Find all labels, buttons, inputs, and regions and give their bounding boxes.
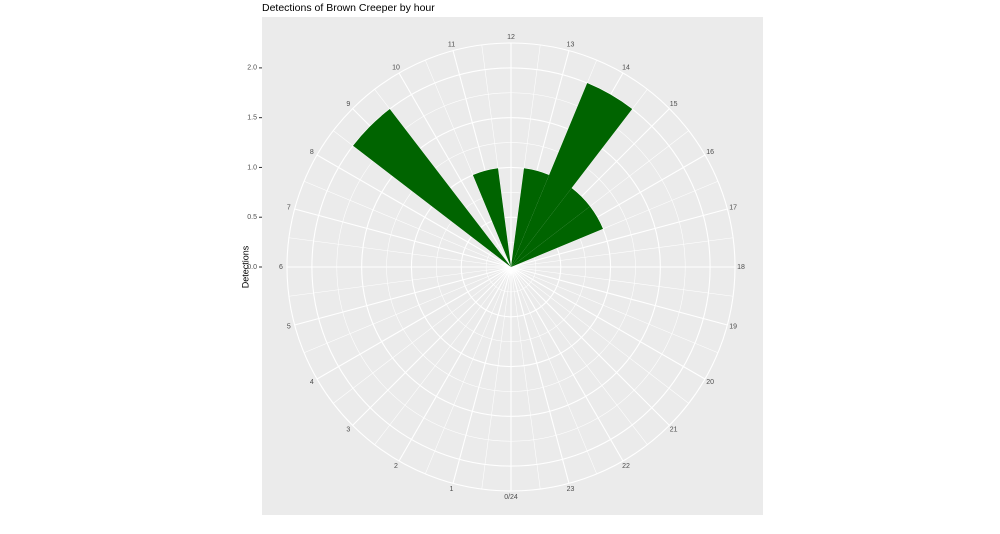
- radial-minor-gridline: [510, 181, 719, 268]
- radial-gridline: [510, 266, 570, 484]
- radial-minor-gridline: [510, 266, 597, 475]
- hour-label: 2: [394, 463, 398, 470]
- hour-label: 4: [310, 379, 314, 386]
- radial-minor-gridline: [333, 266, 512, 404]
- hour-label: 19: [729, 323, 737, 330]
- hour-label: 11: [448, 42, 455, 49]
- radial-gridline: [398, 266, 512, 462]
- circular-gridline: [460, 216, 562, 318]
- radial-gridline: [510, 266, 624, 462]
- bar-hour-15: [511, 188, 590, 267]
- hour-label: 17: [729, 204, 737, 211]
- hour-label: 5: [287, 323, 291, 330]
- hour-label: 15: [670, 101, 678, 108]
- radial-minor-gridline: [510, 266, 734, 297]
- radial-minor-gridline: [510, 237, 734, 268]
- hour-label: 0/24: [504, 494, 518, 501]
- radial-gridline: [510, 266, 706, 380]
- hour-labels: 0/24123456789101112131415161718192021222…: [279, 34, 745, 501]
- radial-gridline: [510, 266, 728, 326]
- bar-hour-16: [511, 206, 603, 267]
- hour-label: 12: [507, 34, 515, 41]
- radial-gridline: [316, 154, 512, 268]
- y-axis-label: Detections: [240, 245, 250, 288]
- hour-label: 21: [670, 426, 678, 433]
- radial-minor-gridline: [481, 266, 512, 490]
- radial-gridline: [294, 208, 512, 268]
- radial-minor-gridline: [374, 266, 512, 445]
- bar-hour-11: [472, 168, 511, 267]
- hour-label: 18: [737, 264, 745, 271]
- circular-minor-gridline: [386, 142, 636, 392]
- hour-label: 20: [706, 379, 714, 386]
- circular-gridline: [410, 166, 612, 368]
- radial-gridline: [352, 266, 512, 426]
- chart-title: Detections of Brown Creeper by hour: [262, 2, 435, 14]
- y-tick-label: 2.0: [247, 65, 257, 72]
- hour-label: 13: [567, 42, 575, 49]
- radial-gridline: [398, 72, 512, 268]
- radial-minor-gridline: [510, 266, 648, 445]
- hour-label: 6: [279, 264, 283, 271]
- y-tick-label: 0.0: [247, 264, 257, 271]
- hour-label: 10: [392, 65, 400, 72]
- radial-gridline: [510, 266, 670, 426]
- radial-gridline: [510, 208, 728, 268]
- radial-minor-gridline: [425, 59, 512, 268]
- bar-hour-14: [511, 83, 633, 267]
- radial-gridline: [294, 266, 512, 326]
- radial-minor-gridline: [510, 44, 541, 268]
- y-tick-label: 1.0: [247, 164, 257, 171]
- circular-minor-gridline: [336, 92, 686, 442]
- radial-gridline: [316, 266, 512, 380]
- radial-minor-gridline: [425, 266, 512, 475]
- radial-minor-gridline: [303, 181, 512, 268]
- y-tick-label: 1.5: [247, 115, 257, 122]
- hour-label: 3: [346, 426, 350, 433]
- bar-hour-13: [511, 168, 550, 267]
- bars: [353, 83, 633, 267]
- hour-label: 7: [287, 204, 291, 211]
- circular-gridline: [361, 117, 661, 417]
- circular-minor-gridline: [485, 241, 537, 293]
- radial-minor-gridline: [288, 237, 512, 268]
- hour-label: 14: [622, 65, 630, 72]
- bar-hour-9: [353, 109, 511, 267]
- radial-minor-gridline: [510, 266, 541, 490]
- circular-gridline: [311, 67, 711, 467]
- hour-label: 22: [622, 463, 630, 470]
- circular-minor-gridline: [436, 192, 586, 342]
- y-tick-label: 0.5: [247, 214, 257, 221]
- outer-gridline: [286, 42, 736, 492]
- radial-minor-gridline: [510, 266, 689, 404]
- hour-label: 23: [567, 486, 575, 493]
- hour-label: 16: [706, 149, 714, 156]
- y-axis: 0.0 0.5 1.0 1.5 2.0: [247, 65, 262, 271]
- radial-minor-gridline: [288, 266, 512, 297]
- hour-label: 9: [346, 101, 350, 108]
- hour-label: 8: [310, 149, 314, 156]
- radial-gridline: [452, 266, 512, 484]
- hour-label: 1: [450, 486, 454, 493]
- radial-minor-gridline: [303, 266, 512, 353]
- radial-minor-gridline: [510, 266, 719, 353]
